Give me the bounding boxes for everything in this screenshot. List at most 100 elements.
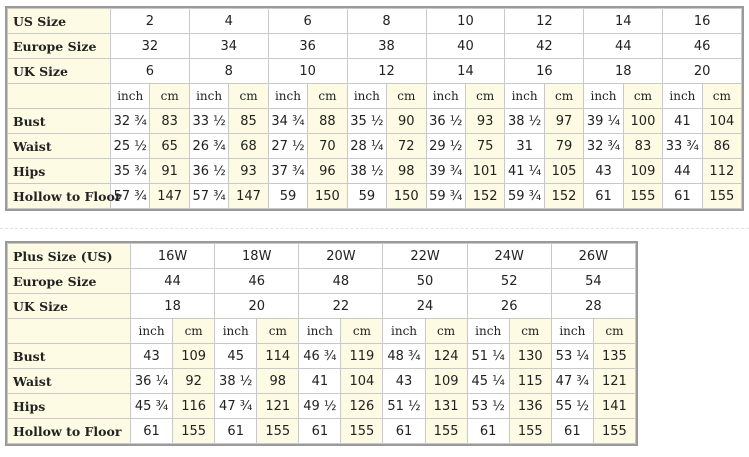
- size-cell: 48: [298, 268, 384, 294]
- measure-row: Waist 25 ½ 65 26 ¾ 68 27 ½ 70 28 ¼ 72 29 ½ 75 31 79 3…: [7, 133, 743, 159]
- row-label-empty: [7, 318, 131, 344]
- unit-row: inch cm inch cm inch cm inch cm inch cm inch cm inch…: [7, 83, 743, 109]
- cm-cell: 155: [622, 183, 664, 209]
- inch-cell: 59: [267, 183, 309, 209]
- inch-cell: 36 ¼: [129, 368, 174, 394]
- row-label: Hips: [7, 158, 111, 184]
- inch-cell: 61: [466, 418, 510, 444]
- inch-cell: 37 ¾: [267, 158, 309, 184]
- row-label: Europe Size: [7, 268, 131, 294]
- inch-cell: 61: [298, 418, 342, 444]
- row-label: UK Size: [7, 293, 131, 319]
- cm-cell: 121: [592, 368, 636, 394]
- measure-row: Bust 32 ¾ 83 33 ½ 85 34 ¾ 88 35 ½ 90 36 ½ 93 38 ½ 97…: [7, 108, 743, 134]
- cm-cell: 104: [340, 368, 384, 394]
- cm-cell: 135: [592, 343, 636, 369]
- size-cell: 26: [466, 293, 552, 319]
- size-row: Plus Size (US) 16W 18W 20W 22W 24W 26W: [7, 243, 636, 269]
- cm-cell: 109: [172, 343, 216, 369]
- cm-cell: 136: [508, 393, 552, 419]
- cm-cell: 88: [307, 108, 348, 134]
- inch-cell: 59 ¾: [504, 183, 545, 209]
- size-cell: 10: [425, 8, 506, 34]
- size-cell: 18: [583, 58, 664, 84]
- row-label: Hollow to Floor: [7, 418, 131, 444]
- unit-inch: inch: [267, 83, 309, 109]
- inch-cell: 28 ¼: [346, 133, 388, 159]
- size-cell: 54: [550, 268, 636, 294]
- row-label-empty: [7, 83, 111, 109]
- inch-cell: 38 ½: [504, 108, 545, 134]
- inch-cell: 41 ¼: [504, 158, 545, 184]
- inch-cell: 45: [214, 343, 258, 369]
- inch-cell: 46 ¾: [298, 343, 342, 369]
- inch-cell: 34 ¾: [267, 108, 309, 134]
- size-cell: 12: [346, 58, 427, 84]
- size-cell: 18W: [214, 243, 300, 269]
- unit-cm: cm: [256, 318, 300, 344]
- unit-inch: inch: [346, 83, 388, 109]
- size-cell: 44: [583, 33, 664, 59]
- inch-cell: 53 ¼: [550, 343, 594, 369]
- inch-cell: 57 ¾: [188, 183, 230, 209]
- inch-cell: 38 ½: [346, 158, 388, 184]
- cm-cell: 96: [307, 158, 348, 184]
- inch-cell: 29 ½: [425, 133, 466, 159]
- inch-cell: 48 ¾: [382, 343, 426, 369]
- unit-inch: inch: [188, 83, 230, 109]
- unit-inch: inch: [129, 318, 174, 344]
- inch-cell: 38 ½: [214, 368, 258, 394]
- cm-cell: 152: [464, 183, 506, 209]
- unit-cm: cm: [340, 318, 384, 344]
- unit-cm: cm: [592, 318, 636, 344]
- size-cell: 38: [346, 33, 427, 59]
- size-cell: 16: [662, 8, 743, 34]
- inch-cell: 35 ¾: [109, 158, 151, 184]
- cm-cell: 98: [386, 158, 427, 184]
- cm-cell: 126: [340, 393, 384, 419]
- inch-cell: 43: [129, 343, 174, 369]
- size-cell: 52: [466, 268, 552, 294]
- cm-cell: 155: [424, 418, 468, 444]
- size-cell: 46: [662, 33, 743, 59]
- cm-cell: 68: [228, 133, 269, 159]
- size-cell: 44: [129, 268, 216, 294]
- unit-cm: cm: [464, 83, 506, 109]
- unit-cm: cm: [149, 83, 190, 109]
- cm-cell: 147: [149, 183, 190, 209]
- cm-cell: 114: [256, 343, 300, 369]
- size-cell: 22: [298, 293, 384, 319]
- size-row: Europe Size 44 46 48 50 52 54: [7, 268, 636, 294]
- unit-cm: cm: [424, 318, 468, 344]
- unit-inch: inch: [504, 83, 545, 109]
- size-cell: 14: [583, 8, 664, 34]
- inch-cell: 45 ¾: [129, 393, 174, 419]
- cm-cell: 86: [701, 133, 743, 159]
- size-cell: 50: [382, 268, 468, 294]
- unit-cm: cm: [543, 83, 585, 109]
- unit-cm: cm: [172, 318, 216, 344]
- inch-cell: 61: [662, 183, 703, 209]
- measure-row: Waist 36 ¼ 92 38 ½ 98 41 104 43 109 45 ¼ 115 47 ¾ 12…: [7, 368, 636, 394]
- size-cell: 46: [214, 268, 300, 294]
- inch-cell: 41: [298, 368, 342, 394]
- plus-size-chart: Plus Size (US) 16W 18W 20W 22W 24W 26W Europe S…: [5, 241, 638, 446]
- row-label: Hips: [7, 393, 131, 419]
- inch-cell: 47 ¾: [214, 393, 258, 419]
- row-label: Waist: [7, 133, 111, 159]
- inch-cell: 59 ¾: [425, 183, 466, 209]
- cm-cell: 91: [149, 158, 190, 184]
- inch-cell: 32 ¾: [109, 108, 151, 134]
- cm-cell: 155: [701, 183, 743, 209]
- inch-cell: 49 ½: [298, 393, 342, 419]
- row-label: UK Size: [7, 58, 111, 84]
- row-label: US Size: [7, 8, 111, 34]
- size-row: UK Size 6 8 10 12 14 16 18 20: [7, 58, 743, 84]
- size-cell: 20W: [298, 243, 384, 269]
- cm-cell: 150: [386, 183, 427, 209]
- inch-cell: 32 ¾: [583, 133, 624, 159]
- inch-cell: 53 ½: [466, 393, 510, 419]
- inch-cell: 39 ¾: [425, 158, 466, 184]
- unit-inch: inch: [662, 83, 703, 109]
- size-cell: 6: [110, 58, 190, 84]
